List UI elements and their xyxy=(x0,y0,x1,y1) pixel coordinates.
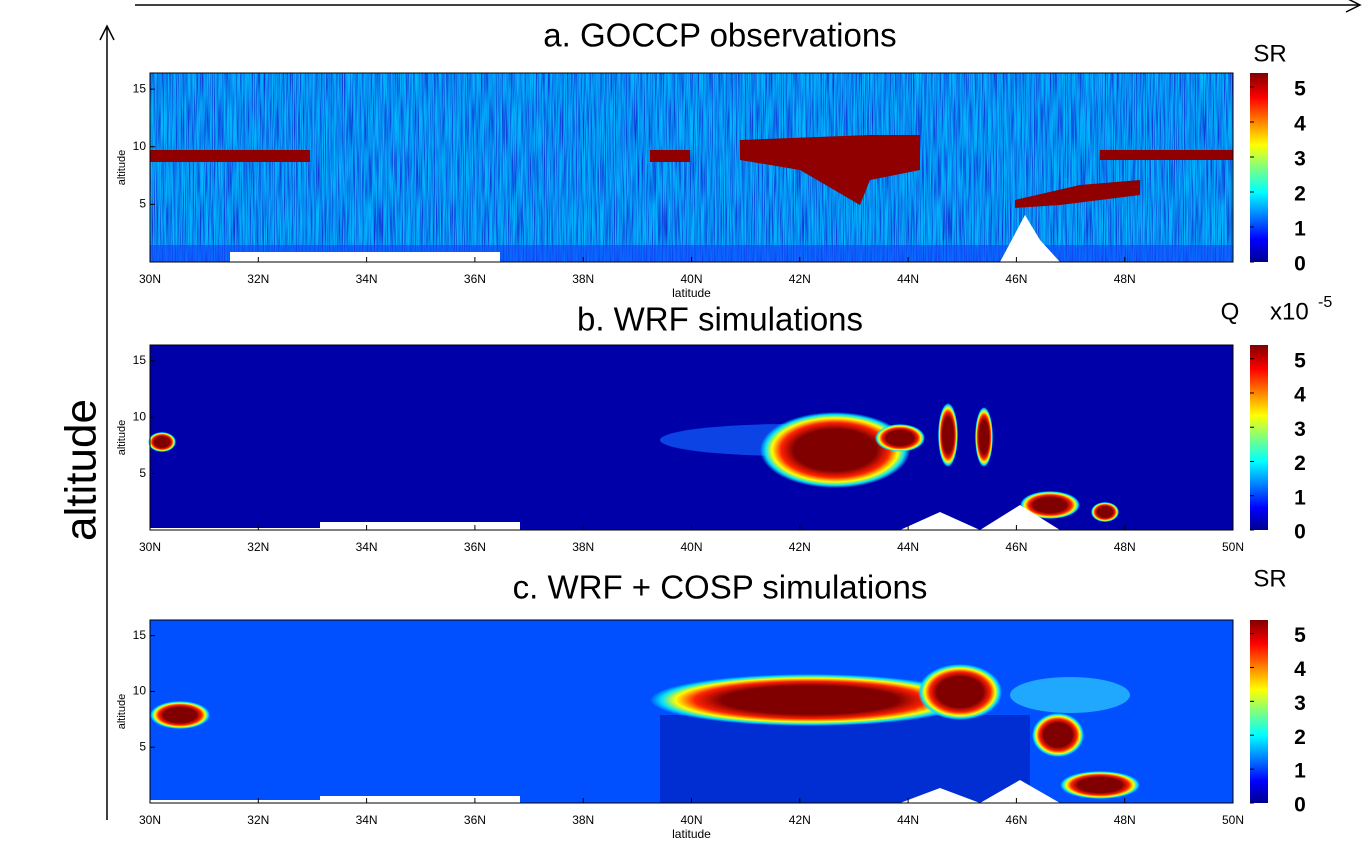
colorbar-tick-label: 2 xyxy=(1294,726,1306,749)
x-tick-label: 46N xyxy=(1005,540,1027,554)
colorbar xyxy=(1250,73,1268,262)
x-tick-label: 34N xyxy=(356,540,378,554)
chart-title: b. WRF simulations xyxy=(577,301,863,338)
y-tick-label: 5 xyxy=(139,197,146,211)
colorbar-label: SR xyxy=(1253,40,1286,67)
x-tick-label: 48N xyxy=(1114,540,1136,554)
x-tick-label: 32N xyxy=(247,272,269,286)
x-tick-label: 32N xyxy=(247,813,269,827)
x-tick-label: 44N xyxy=(897,540,919,554)
colorbar-tick-label: 1 xyxy=(1294,486,1306,509)
colorbar-label: SR xyxy=(1253,565,1286,592)
x-axis-label: latitude xyxy=(672,827,711,841)
x-tick-label: 42N xyxy=(789,272,811,286)
y-tick-label: 15 xyxy=(133,81,147,95)
colorbar-tick-label: 3 xyxy=(1294,148,1306,171)
y-axis-label: altitude xyxy=(116,694,128,729)
x-tick-label: 32N xyxy=(247,540,269,554)
colorbar-tick-label: 5 xyxy=(1294,349,1306,372)
x-tick-label: 46N xyxy=(1005,813,1027,827)
axis-label: altitude xyxy=(57,399,106,541)
chart-title: a. GOCCP observations xyxy=(543,17,896,54)
colorbar-tick-label: 2 xyxy=(1294,452,1306,475)
colorbar-exponent: -5 xyxy=(1318,294,1332,311)
x-tick-label: 30N xyxy=(139,813,161,827)
colorbar-tick-label: 1 xyxy=(1294,760,1306,783)
y-axis-label: altitude xyxy=(116,150,128,185)
colorbar-label: Q xyxy=(1221,298,1240,325)
y-tick-label: 15 xyxy=(133,628,147,642)
colorbar-tick-label: 4 xyxy=(1294,113,1306,136)
colorbar-tick-label: 3 xyxy=(1294,692,1306,715)
x-tick-label: 44N xyxy=(897,813,919,827)
colorbar-multiplier: x10 xyxy=(1270,298,1309,325)
arrow-head xyxy=(99,24,115,41)
x-tick-label: 34N xyxy=(356,813,378,827)
x-tick-label: 50N xyxy=(1222,813,1244,827)
x-tick-label: 30N xyxy=(139,272,161,286)
colorbar-tick-label: 1 xyxy=(1294,218,1306,241)
x-tick-label: 44N xyxy=(897,272,919,286)
y-axis-label: altitude xyxy=(116,420,128,455)
y-tick-label: 5 xyxy=(139,739,146,753)
colorbar-tick-label: 0 xyxy=(1294,794,1306,817)
y-tick-label: 10 xyxy=(133,684,147,698)
x-tick-label: 38N xyxy=(572,540,594,554)
x-tick-label: 34N xyxy=(356,272,378,286)
x-tick-label: 48N xyxy=(1114,272,1136,286)
colorbar-tick-label: 0 xyxy=(1294,521,1306,544)
colorbar-tick-label: 0 xyxy=(1294,253,1306,276)
chart-title: c. WRF + COSP simulations xyxy=(513,569,928,606)
x-tick-label: 40N xyxy=(680,540,702,554)
y-tick-label: 5 xyxy=(139,466,146,480)
colorbar xyxy=(1250,620,1268,803)
colorbar-tick-label: 2 xyxy=(1294,183,1306,206)
x-tick-label: 38N xyxy=(572,272,594,286)
x-tick-label: 50N xyxy=(1222,540,1244,554)
colorbar-tick-label: 4 xyxy=(1294,658,1306,681)
x-axis-label: latitude xyxy=(672,286,711,300)
colorbar-tick-label: 4 xyxy=(1294,384,1306,407)
x-tick-label: 36N xyxy=(464,272,486,286)
colorbar xyxy=(1250,345,1268,530)
arrow-head xyxy=(1345,0,1362,13)
x-tick-label: 38N xyxy=(572,813,594,827)
x-tick-label: 42N xyxy=(789,813,811,827)
colorbar-tick-label: 3 xyxy=(1294,418,1306,441)
heatmap-image xyxy=(150,73,1233,262)
y-tick-label: 15 xyxy=(133,353,147,367)
x-tick-label: 36N xyxy=(464,540,486,554)
heatmap-image xyxy=(150,620,1233,803)
x-tick-label: 48N xyxy=(1114,813,1136,827)
x-tick-label: 36N xyxy=(464,813,486,827)
colorbar-tick-label: 5 xyxy=(1294,78,1306,101)
heatmap-image xyxy=(148,345,1233,530)
y-tick-label: 10 xyxy=(133,409,147,423)
y-tick-label: 10 xyxy=(133,139,147,153)
colorbar-tick-label: 5 xyxy=(1294,624,1306,647)
x-tick-label: 42N xyxy=(789,540,811,554)
x-tick-label: 46N xyxy=(1005,272,1027,286)
x-tick-label: 40N xyxy=(680,813,702,827)
x-tick-label: 30N xyxy=(139,540,161,554)
x-tick-label: 40N xyxy=(680,272,702,286)
